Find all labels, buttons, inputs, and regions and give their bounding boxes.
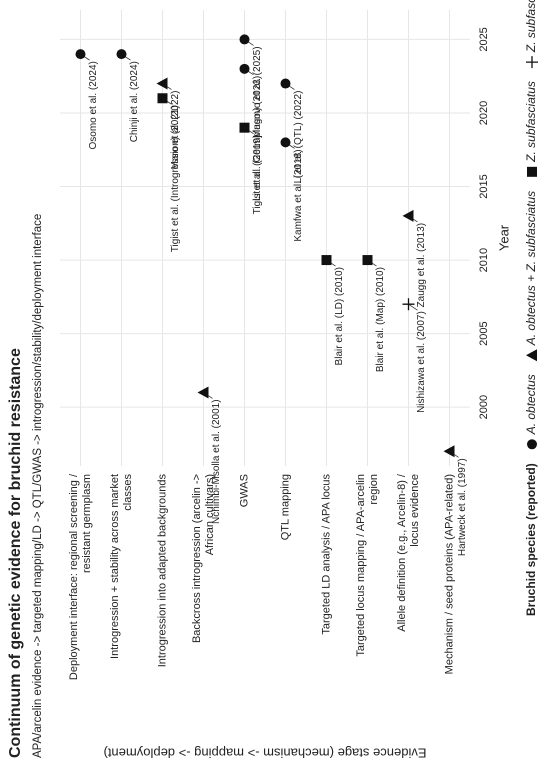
- point-label: Chinji et al. (2024): [129, 61, 140, 142]
- x-tick-label: 2020: [478, 101, 490, 125]
- point: [362, 255, 373, 266]
- point-label: Nishizawa et al. (2007): [416, 311, 427, 413]
- point-label: Zaugg et al. (2013): [416, 223, 427, 308]
- legend-label: Z. subfasciatus + C. chinensis: [524, 0, 538, 53]
- x-tick-label: 2005: [478, 321, 490, 345]
- point: [116, 49, 127, 60]
- y-tick-label: Targeted locus mapping / APA-arcelinregi…: [355, 474, 380, 657]
- point-label: Hartweck et al. (1997): [457, 458, 468, 556]
- legend-label: A. obtectus: [524, 374, 538, 435]
- x-tick-label: 2015: [478, 174, 490, 198]
- x-tick-label: 2010: [478, 248, 490, 272]
- point: [157, 93, 168, 104]
- point: [280, 78, 291, 89]
- y-tick-label: GWAS: [238, 474, 250, 507]
- point-label: Nchimbi-Msolla et al. (2001): [211, 399, 222, 524]
- point-label: Mugovo et al. (2025): [252, 46, 263, 138]
- point: [156, 77, 168, 90]
- point: [402, 209, 414, 222]
- point: [75, 49, 86, 60]
- x-tick-label: 2000: [478, 395, 490, 419]
- point: [239, 122, 250, 133]
- point-label: Li et al. (Germplasm) (2023): [252, 76, 263, 201]
- legend-label: Z. subfasciatus: [524, 81, 538, 163]
- y-tick-label: Mechanism / seed proteins (APA-related): [443, 474, 455, 674]
- point: [280, 137, 291, 148]
- point: [402, 298, 415, 311]
- y-tick-label: Targeted LD analysis / APA locus: [320, 474, 332, 635]
- legend-title: Bruchid species (reported): [524, 463, 538, 616]
- y-tick-label: Deployment interface: regional screening…: [68, 473, 93, 680]
- chart-title: Continuum of genetic evidence for bruchi…: [7, 348, 24, 758]
- chart-subtitle: APA/arcelin evidence -> targeted mapping…: [32, 214, 44, 758]
- y-tick-label: Introgression + stability across marketc…: [109, 474, 134, 659]
- point: [443, 445, 455, 458]
- y-tick-label: Introgression into adapted backgrounds: [156, 474, 168, 668]
- point-label: Tigist et al. (2019): [252, 135, 263, 215]
- point-label: Blair et al. (Map) (2010): [375, 267, 386, 372]
- legend-swatch: [527, 166, 537, 177]
- point-label: Maro et al. (2022): [170, 91, 181, 170]
- label-leader: [408, 303, 418, 311]
- point-label: Blair et al. (LD) (2010): [334, 267, 345, 365]
- chart: Continuum of genetic evidence for bruchi…: [7, 0, 538, 761]
- point: [197, 386, 209, 399]
- x-axis-label: Year: [496, 224, 511, 251]
- legend-swatch: [527, 439, 537, 450]
- point: [239, 34, 250, 45]
- point-label: Li et al. (QTL) (2022): [293, 91, 304, 184]
- x-tick-label: 2025: [478, 27, 490, 51]
- legend-label: A. obtectus + Z. subfasciatus: [524, 191, 538, 346]
- y-tick-label: QTL mapping: [279, 474, 291, 540]
- point: [321, 255, 332, 266]
- y-tick-label: Backcross introgression (arcelin ->Afric…: [191, 474, 216, 643]
- point-label: Kamfwa et al. (2018): [293, 149, 304, 241]
- point-label: Osomo et al. (2024): [88, 61, 99, 149]
- point: [239, 63, 250, 74]
- legend-swatch: [526, 349, 537, 362]
- y-axis-label: Evidence stage (mechanism -> mapping -> …: [104, 746, 427, 761]
- y-tick-label: Allele definition (e.g., Arcelin-8) /loc…: [396, 473, 421, 632]
- point-label: Tigist et al. (Introgression) (2021): [170, 105, 181, 252]
- legend-swatch: [526, 56, 538, 69]
